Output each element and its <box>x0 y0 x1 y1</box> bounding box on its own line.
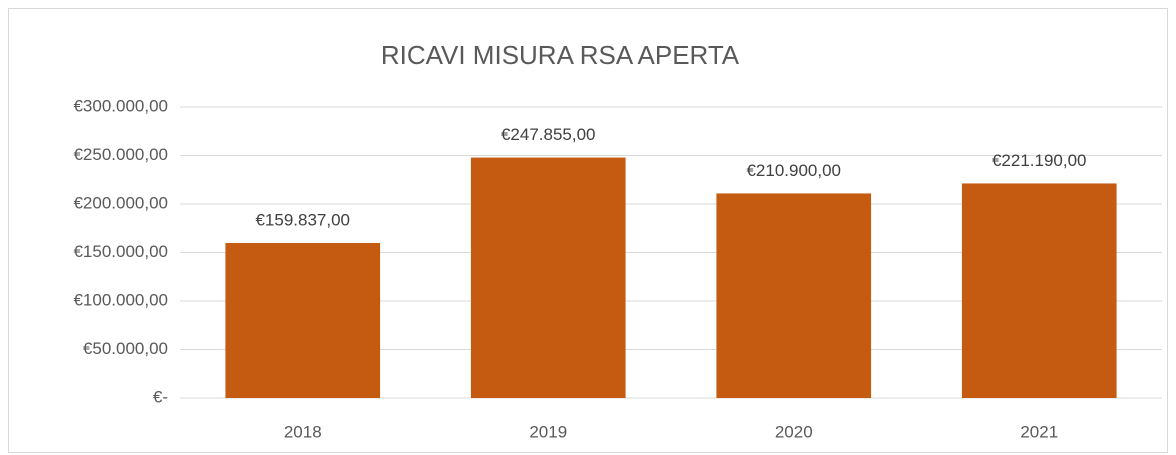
x-tick-label: 2020 <box>775 422 813 441</box>
y-tick-label: €200.000,00 <box>73 193 168 212</box>
bar <box>961 183 1117 398</box>
data-label: €247.855,00 <box>501 125 596 144</box>
x-tick-label: 2019 <box>529 422 567 441</box>
data-label: €221.190,00 <box>992 151 1087 170</box>
y-tick-label: €150.000,00 <box>73 242 168 261</box>
x-tick-label: 2021 <box>1020 422 1058 441</box>
y-tick-label: €300.000,00 <box>73 96 168 115</box>
y-tick-label: €250.000,00 <box>73 145 168 164</box>
bar <box>716 193 872 398</box>
y-tick-label: €- <box>153 387 168 406</box>
y-tick-label: €100.000,00 <box>73 290 168 309</box>
y-tick-label: €50.000,00 <box>83 339 168 358</box>
data-label: €159.837,00 <box>255 210 350 229</box>
data-label: €210.900,00 <box>746 161 841 180</box>
x-tick-label: 2018 <box>284 422 322 441</box>
bar <box>470 157 626 398</box>
bar <box>225 242 381 398</box>
chart-title: RICAVI MISURA RSA APERTA <box>381 40 740 70</box>
